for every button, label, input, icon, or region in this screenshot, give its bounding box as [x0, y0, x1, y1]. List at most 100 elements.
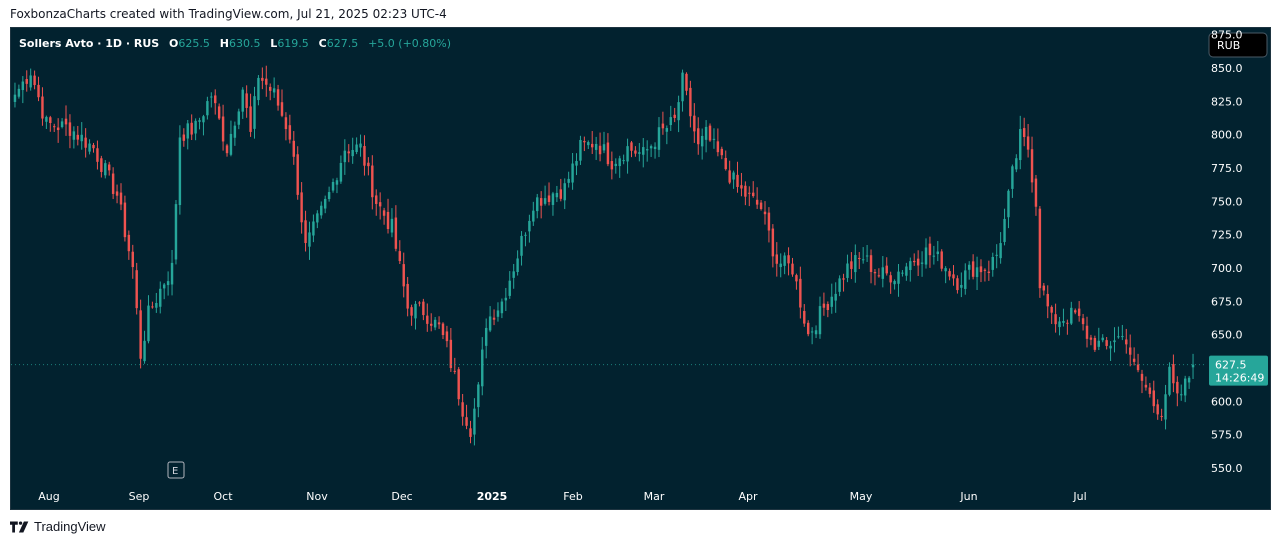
candle-body [339, 162, 343, 182]
candle-body [96, 148, 99, 162]
candle-body [386, 211, 390, 229]
candle-body [382, 210, 386, 216]
candle-body [316, 213, 319, 223]
tradingview-footer[interactable]: TradingView [10, 519, 106, 534]
candle-body [634, 150, 637, 154]
price-chart[interactable]: Sollers Avto · 1D · RUS O625.5 H630.5 L6… [11, 28, 1272, 511]
price-axis-label: 750.0 [1211, 195, 1243, 208]
candle-body [221, 116, 225, 142]
candle-body [846, 263, 849, 278]
candle-body [453, 370, 456, 372]
candle-body [755, 199, 759, 205]
legend-low-label: L [270, 37, 277, 50]
candle-body [555, 192, 559, 198]
candle-body [752, 192, 755, 197]
candle-body [41, 96, 44, 119]
candle-body [1062, 321, 1065, 323]
candle-body [210, 96, 213, 98]
candle-body [469, 428, 472, 437]
price-axis-label: 800.0 [1211, 129, 1243, 142]
candle-body [940, 251, 943, 269]
candle-body [481, 349, 484, 387]
candle-body [268, 86, 272, 91]
candle-body [1164, 394, 1167, 420]
candle-body [873, 271, 877, 274]
candle-body [559, 189, 563, 199]
candle-body [198, 120, 201, 122]
candle-body [936, 251, 940, 255]
candle-body [905, 266, 908, 276]
candle-body [123, 202, 127, 238]
candle-body [964, 270, 967, 289]
candle-body [838, 278, 841, 292]
legend-change: +5.0 (+0.80%) [368, 37, 451, 50]
candle-body [850, 261, 853, 269]
time-axis-label: Jun [959, 490, 977, 503]
candle-body [1081, 318, 1085, 325]
candle-body [1180, 394, 1183, 396]
candle-body [312, 221, 315, 236]
candle-body [571, 163, 574, 183]
candle-body [17, 88, 21, 97]
candle-body [673, 114, 676, 119]
candle-body [952, 274, 955, 279]
candle-body [1030, 149, 1034, 183]
candle-body [308, 232, 311, 247]
currency-button[interactable]: RUB [1208, 32, 1268, 58]
time-axis-label: Mar [644, 490, 665, 503]
candle-body [532, 210, 535, 222]
candle-body [13, 94, 17, 102]
candle-body [1152, 390, 1155, 407]
candle-body [394, 217, 398, 249]
candle-body [166, 281, 170, 286]
candle-body [429, 323, 433, 326]
earnings-event-marker[interactable]: E [167, 461, 185, 479]
candle-body [441, 323, 445, 336]
candle-body [575, 161, 578, 166]
candle-body [665, 128, 669, 132]
candle-body [893, 280, 896, 285]
candle-body [579, 139, 582, 161]
candle-body [335, 180, 339, 185]
candle-body [787, 255, 790, 264]
candle-body [371, 165, 374, 198]
legend-high-label: H [220, 37, 229, 50]
candle-body [610, 161, 614, 170]
candle-body [1148, 387, 1152, 394]
candle-body [1113, 340, 1116, 343]
candle-body [426, 315, 429, 324]
candle-body [810, 331, 814, 333]
candle-body [799, 278, 802, 308]
candle-body [920, 262, 924, 264]
candle-body [536, 197, 539, 212]
candle-body [763, 211, 767, 215]
candle-body [1022, 128, 1026, 138]
candle-body [225, 145, 229, 154]
candle-body [217, 106, 221, 119]
candle-body [233, 125, 237, 138]
candle-body [355, 144, 358, 153]
candle-body [889, 275, 892, 283]
candle-body [861, 259, 865, 261]
candle-body [944, 268, 947, 272]
candle-body [406, 283, 409, 309]
legend-close-label: C [319, 37, 327, 50]
candle-body [504, 297, 508, 301]
candle-body [272, 88, 276, 93]
candle-body [363, 146, 366, 166]
candle-body [457, 369, 460, 400]
candle-body [80, 134, 83, 142]
candle-body [445, 331, 449, 342]
candle-body [999, 243, 1002, 259]
time-axis-label: Sep [129, 490, 150, 503]
price-axis-label: 700.0 [1211, 262, 1243, 275]
price-axis-label: 550.0 [1211, 462, 1243, 475]
candle-body [913, 260, 916, 263]
candle-body [496, 310, 500, 317]
candle-body [700, 135, 704, 147]
candle-body [834, 293, 837, 301]
candle-body [693, 115, 696, 132]
price-axis-label: 875.0 [1211, 29, 1243, 42]
candle-body [1160, 415, 1163, 417]
candle-body [975, 267, 979, 278]
